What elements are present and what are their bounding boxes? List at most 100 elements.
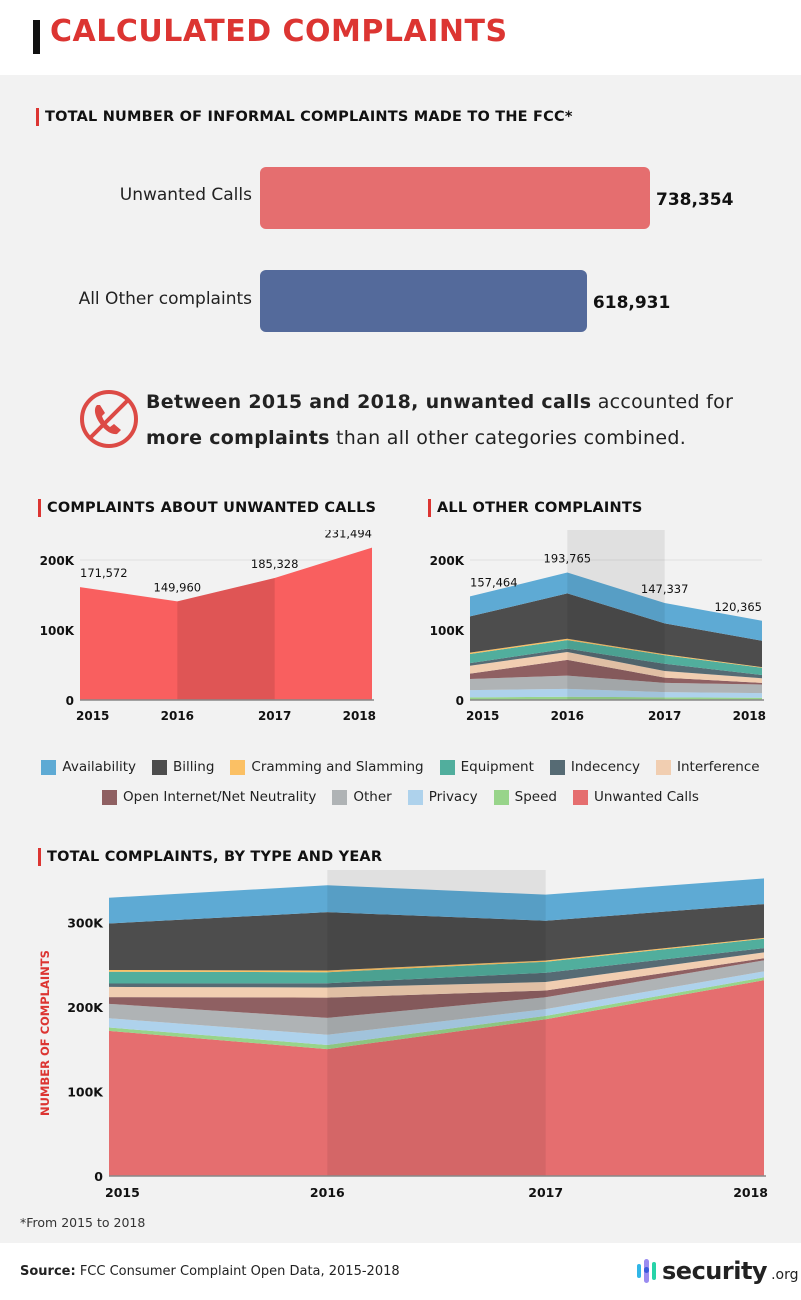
- x-tick-label: 2017: [258, 709, 291, 723]
- data-label: 157,464: [470, 575, 518, 589]
- callout-text: Between 2015 and 2018, unwanted calls ac…: [146, 384, 733, 456]
- x-tick-label: 2015: [466, 709, 499, 723]
- legend-item: Indecency: [549, 759, 640, 775]
- logo-bars-icon: [637, 1259, 656, 1283]
- no-phone-icon: [80, 390, 138, 448]
- legend-label: Unwanted Calls: [593, 789, 699, 805]
- unwanted-calls-chart-title-text: COMPLAINTS ABOUT UNWANTED CALLS: [47, 500, 377, 516]
- legend-label: Other: [353, 789, 392, 805]
- bar-all-other-complaints: [260, 270, 587, 332]
- page-header: CALCULATED COMPLAINTS: [0, 0, 801, 75]
- highlight-band: [567, 530, 665, 700]
- legend-label: Billing: [173, 759, 215, 775]
- area-interference: [470, 651, 762, 683]
- area-open-internet-net-neutrality: [109, 958, 764, 1018]
- data-label: 171,572: [80, 566, 128, 580]
- area-indecency: [470, 648, 762, 679]
- page-title: CALCULATED COMPLAINTS: [50, 14, 508, 49]
- total-complaints-chart: 0 100K 200K 300K 2015 2016 2017 2018 NUMBER OF C…: [38, 870, 768, 1200]
- area-privacy: [470, 688, 762, 698]
- source-text: Source: FCC Consumer Complaint Open Data…: [20, 1264, 400, 1279]
- area-interference: [109, 952, 764, 998]
- legend-item: Unwanted Calls: [572, 789, 699, 805]
- legend-swatch: [572, 789, 588, 805]
- highlight-band: [327, 870, 546, 1176]
- area-billing: [470, 593, 762, 668]
- x-tick-label: 2018: [733, 1185, 768, 1200]
- y-tick-label: 0: [94, 1169, 103, 1184]
- area-other: [470, 675, 762, 694]
- legend-swatch: [102, 789, 118, 805]
- source-value: FCC Consumer Complaint Open Data, 2015-2…: [75, 1264, 400, 1279]
- header-accent-bar: [33, 20, 40, 54]
- section-accent-mark: [38, 499, 41, 517]
- legend-swatch: [230, 759, 246, 775]
- area-unwanted-calls: [109, 980, 764, 1176]
- x-tick-label: 2018: [343, 709, 376, 723]
- data-label: 120,365: [714, 600, 762, 614]
- y-tick-label: 100K: [430, 624, 465, 638]
- legend-item: Open Internet/Net Neutrality: [102, 789, 316, 805]
- callout-bold-1: Between 2015 and 2018, unwanted calls: [146, 391, 592, 413]
- unwanted-calls-chart: 0 100K 200K 171,572 149,960 185,328 231,494 201…: [40, 530, 376, 723]
- x-tick-label: 2016: [310, 1185, 345, 1200]
- legend-label: Indecency: [570, 759, 640, 775]
- area-other: [109, 960, 764, 1035]
- x-tick-label: 2017: [528, 1185, 563, 1200]
- footer: Source: FCC Consumer Complaint Open Data…: [0, 1243, 801, 1300]
- security-org-logo[interactable]: security .org: [636, 1257, 798, 1285]
- bar-label-unwanted-calls: Unwanted Calls: [119, 185, 252, 205]
- legend-item: Speed: [493, 789, 557, 805]
- legend-label: Privacy: [428, 789, 478, 805]
- legend-row: Open Internet/Net Neutrality Other Privacy…: [0, 789, 801, 805]
- legend-item: Equipment: [439, 759, 534, 775]
- other-chart-title-text: ALL OTHER COMPLAINTS: [437, 500, 643, 516]
- legend-label: Availability: [62, 759, 137, 775]
- all-other-complaints-chart: 0 100K 200K 157,464 193,765 147,337 120,365 201…: [430, 530, 766, 723]
- y-tick-label: 200K: [40, 554, 75, 568]
- x-tick-label: 2015: [76, 709, 109, 723]
- callout-text-2: than all other categories combined.: [329, 427, 687, 449]
- legend-swatch: [407, 789, 423, 805]
- area-speed: [470, 696, 762, 700]
- area-equipment: [109, 938, 764, 984]
- legend-label: Cramming and Slamming: [251, 759, 424, 775]
- legend-item: Availability: [41, 759, 136, 775]
- total-section-title-text: TOTAL NUMBER OF INFORMAL COMPLAINTS MADE…: [45, 109, 573, 125]
- y-tick-label: 200K: [67, 1000, 104, 1015]
- area-billing: [109, 904, 764, 971]
- legend-swatch: [41, 759, 57, 775]
- legend-swatch: [439, 759, 455, 775]
- legend-label: Interference: [676, 759, 760, 775]
- x-tick-label: 2016: [551, 709, 584, 723]
- logo-word: security: [662, 1257, 768, 1285]
- area-availability: [470, 572, 762, 641]
- legend-label: Equipment: [460, 759, 534, 775]
- unwanted-calls-chart-title: COMPLAINTS ABOUT UNWANTED CALLS: [38, 499, 376, 517]
- legend-swatch: [549, 759, 565, 775]
- bar-label-all-other: All Other complaints: [78, 289, 252, 309]
- callout-bold-2: more complaints: [146, 427, 330, 449]
- legend-row: Availability Billing Cramming and Slamming…: [0, 759, 801, 775]
- legend-item: Cramming and Slamming: [230, 759, 424, 775]
- y-tick-label: 100K: [67, 1084, 104, 1099]
- y-tick-label: 200K: [430, 554, 465, 568]
- source-label: Source:: [20, 1264, 76, 1279]
- total-section-title: TOTAL NUMBER OF INFORMAL COMPLAINTS MADE…: [36, 108, 573, 126]
- legend-item: Privacy: [407, 789, 478, 805]
- total-chart-title: TOTAL COMPLAINTS, BY TYPE AND YEAR: [38, 848, 382, 866]
- data-label: 149,960: [154, 580, 202, 594]
- footnote: *From 2015 to 2018: [20, 1215, 146, 1230]
- legend-item: Billing: [152, 759, 214, 775]
- y-tick-label: 100K: [40, 624, 75, 638]
- area-unwanted-calls: [80, 547, 372, 700]
- bar-value-all-other: 618,931: [592, 293, 671, 313]
- x-tick-label: 2016: [161, 709, 194, 723]
- data-label: 193,765: [544, 552, 592, 566]
- data-label: 231,494: [324, 530, 372, 541]
- area-equipment: [470, 640, 762, 675]
- legend-swatch: [493, 789, 509, 805]
- other-chart-title: ALL OTHER COMPLAINTS: [428, 499, 643, 517]
- section-accent-mark: [428, 499, 431, 517]
- highlight-band: [177, 578, 275, 700]
